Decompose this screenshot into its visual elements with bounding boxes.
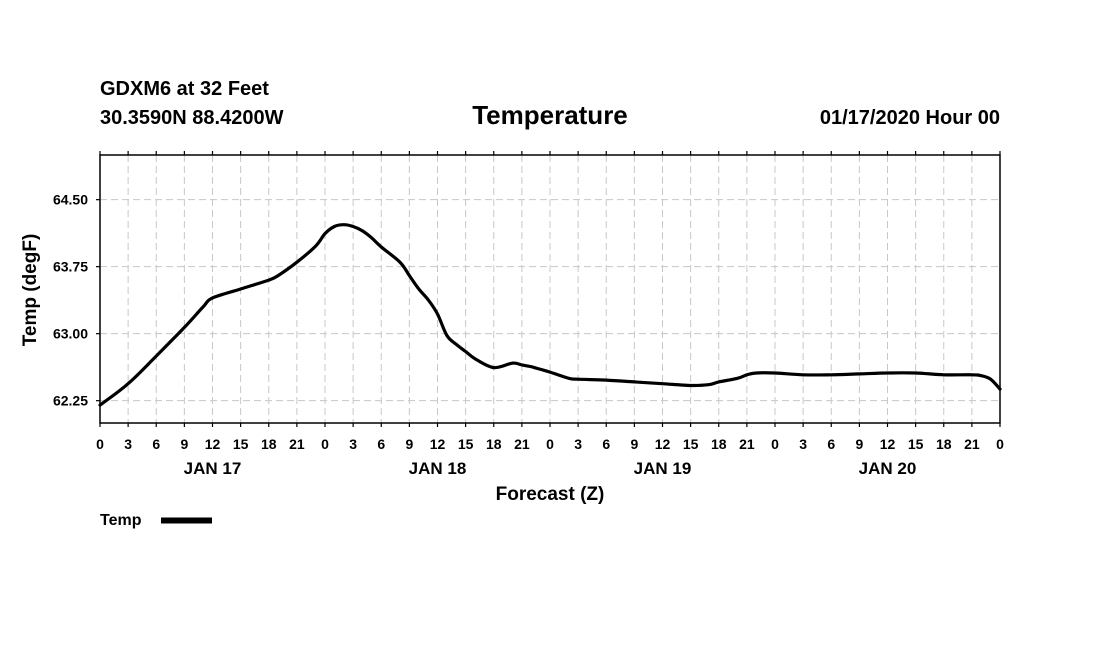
- y-axis-title: Temp (degF): [20, 234, 41, 347]
- x-tick-label: 18: [936, 436, 952, 452]
- x-tick-label: 9: [405, 436, 413, 452]
- y-tick-label: 63.00: [53, 326, 88, 342]
- x-tick-label: 0: [546, 436, 554, 452]
- x-tick-label: 15: [683, 436, 699, 452]
- x-tick-label: 18: [261, 436, 277, 452]
- x-tick-label: 21: [964, 436, 980, 452]
- gridlines: [100, 155, 1000, 423]
- x-tick-label: 21: [289, 436, 305, 452]
- x-tick-label: 18: [711, 436, 727, 452]
- x-tick-label: 3: [799, 436, 807, 452]
- x-tick-label: 15: [908, 436, 924, 452]
- day-label: JAN 17: [184, 459, 242, 478]
- series-line-temp: [98, 223, 1002, 407]
- x-tick-label: 0: [996, 436, 1004, 452]
- x-tick-label: 3: [574, 436, 582, 452]
- x-tick-label: 15: [458, 436, 474, 452]
- x-tick-label: 9: [630, 436, 638, 452]
- x-tick-label: 0: [96, 436, 104, 452]
- legend: Temp: [100, 512, 212, 529]
- x-tick-label: 21: [739, 436, 755, 452]
- x-tick-label: 9: [855, 436, 863, 452]
- y-tick-label: 63.75: [53, 259, 88, 275]
- x-tick-label: 6: [152, 436, 160, 452]
- y-axis: 62.25 63.00 63.75 64.50: [53, 192, 100, 409]
- x-axis-title: Forecast (Z): [496, 484, 605, 505]
- x-tick-label: 0: [771, 436, 779, 452]
- x-tick-label: 12: [430, 436, 446, 452]
- x-tick-label: 12: [880, 436, 896, 452]
- x-tick-label: 6: [377, 436, 385, 452]
- x-tick-label: 3: [124, 436, 132, 452]
- day-labels: JAN 17 JAN 18 JAN 19 JAN 20: [184, 459, 917, 478]
- run-time-label: 01/17/2020 Hour 00: [820, 107, 1000, 129]
- y-tick-label: 62.25: [53, 393, 88, 409]
- x-axis: 0 3 6 9 12 15 18 21 0 3 6 9 12 15 18 21 0 3 6 9 12 15 18 21 0 3 6 9…: [96, 151, 1004, 452]
- y-tick-label: 64.50: [53, 192, 88, 208]
- x-tick-label: 12: [205, 436, 221, 452]
- x-tick-label: 9: [180, 436, 188, 452]
- location-label: 30.3590N 88.4200W: [100, 107, 284, 129]
- chart-title: Temperature: [472, 100, 628, 130]
- x-tick-label: 21: [514, 436, 530, 452]
- x-tick-label: 15: [233, 436, 249, 452]
- station-label: GDXM6 at 32 Feet: [100, 78, 269, 100]
- x-tick-label: 18: [486, 436, 502, 452]
- x-tick-label: 6: [602, 436, 610, 452]
- x-tick-label: 3: [349, 436, 357, 452]
- x-tick-label: 6: [827, 436, 835, 452]
- legend-label: Temp: [100, 512, 142, 529]
- day-label: JAN 20: [859, 459, 917, 478]
- x-tick-label: 12: [655, 436, 671, 452]
- series-layer: [98, 223, 1002, 407]
- day-label: JAN 19: [634, 459, 692, 478]
- day-label: JAN 18: [409, 459, 467, 478]
- x-tick-label: 0: [321, 436, 329, 452]
